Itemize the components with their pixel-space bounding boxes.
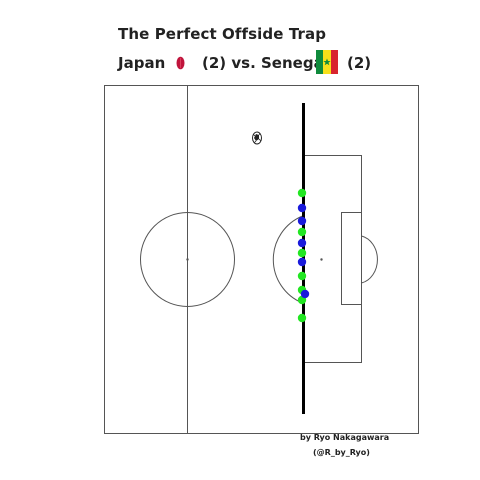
penalty-area: [302, 155, 362, 363]
senegal-player: [297, 227, 307, 237]
author-credit: by Ryo Nakagawara: [300, 433, 390, 442]
home-score-and-opponent: (2) vs. Senegal: [202, 54, 329, 72]
senegal-player: [297, 271, 307, 281]
author-handle: (@R_by_Ryo): [313, 448, 370, 457]
away-score: (2): [347, 54, 372, 72]
japan-player: [297, 203, 307, 213]
football-icon: [252, 131, 262, 145]
penalty-arc: [272, 215, 303, 304]
senegal-player: [297, 188, 307, 198]
senegal-player: [297, 248, 307, 258]
japan-players: [297, 203, 310, 299]
senegal-flag-icon: [316, 50, 338, 74]
penalty-spot: [320, 258, 323, 261]
japan-player: [297, 216, 307, 226]
figure-title: The Perfect Offside Trap: [118, 25, 327, 43]
japan-crest-icon: [176, 56, 185, 70]
center-circle: [140, 212, 235, 307]
home-team-label: Japan: [118, 54, 166, 72]
goal-mouth-arc: [361, 235, 378, 284]
pitch-outline: [104, 85, 419, 434]
japan-player: [300, 289, 310, 299]
goal-area: [341, 212, 362, 305]
center-spot: [186, 258, 189, 261]
japan-player: [297, 257, 307, 267]
japan-player: [297, 238, 307, 248]
senegal-player: [297, 313, 307, 323]
